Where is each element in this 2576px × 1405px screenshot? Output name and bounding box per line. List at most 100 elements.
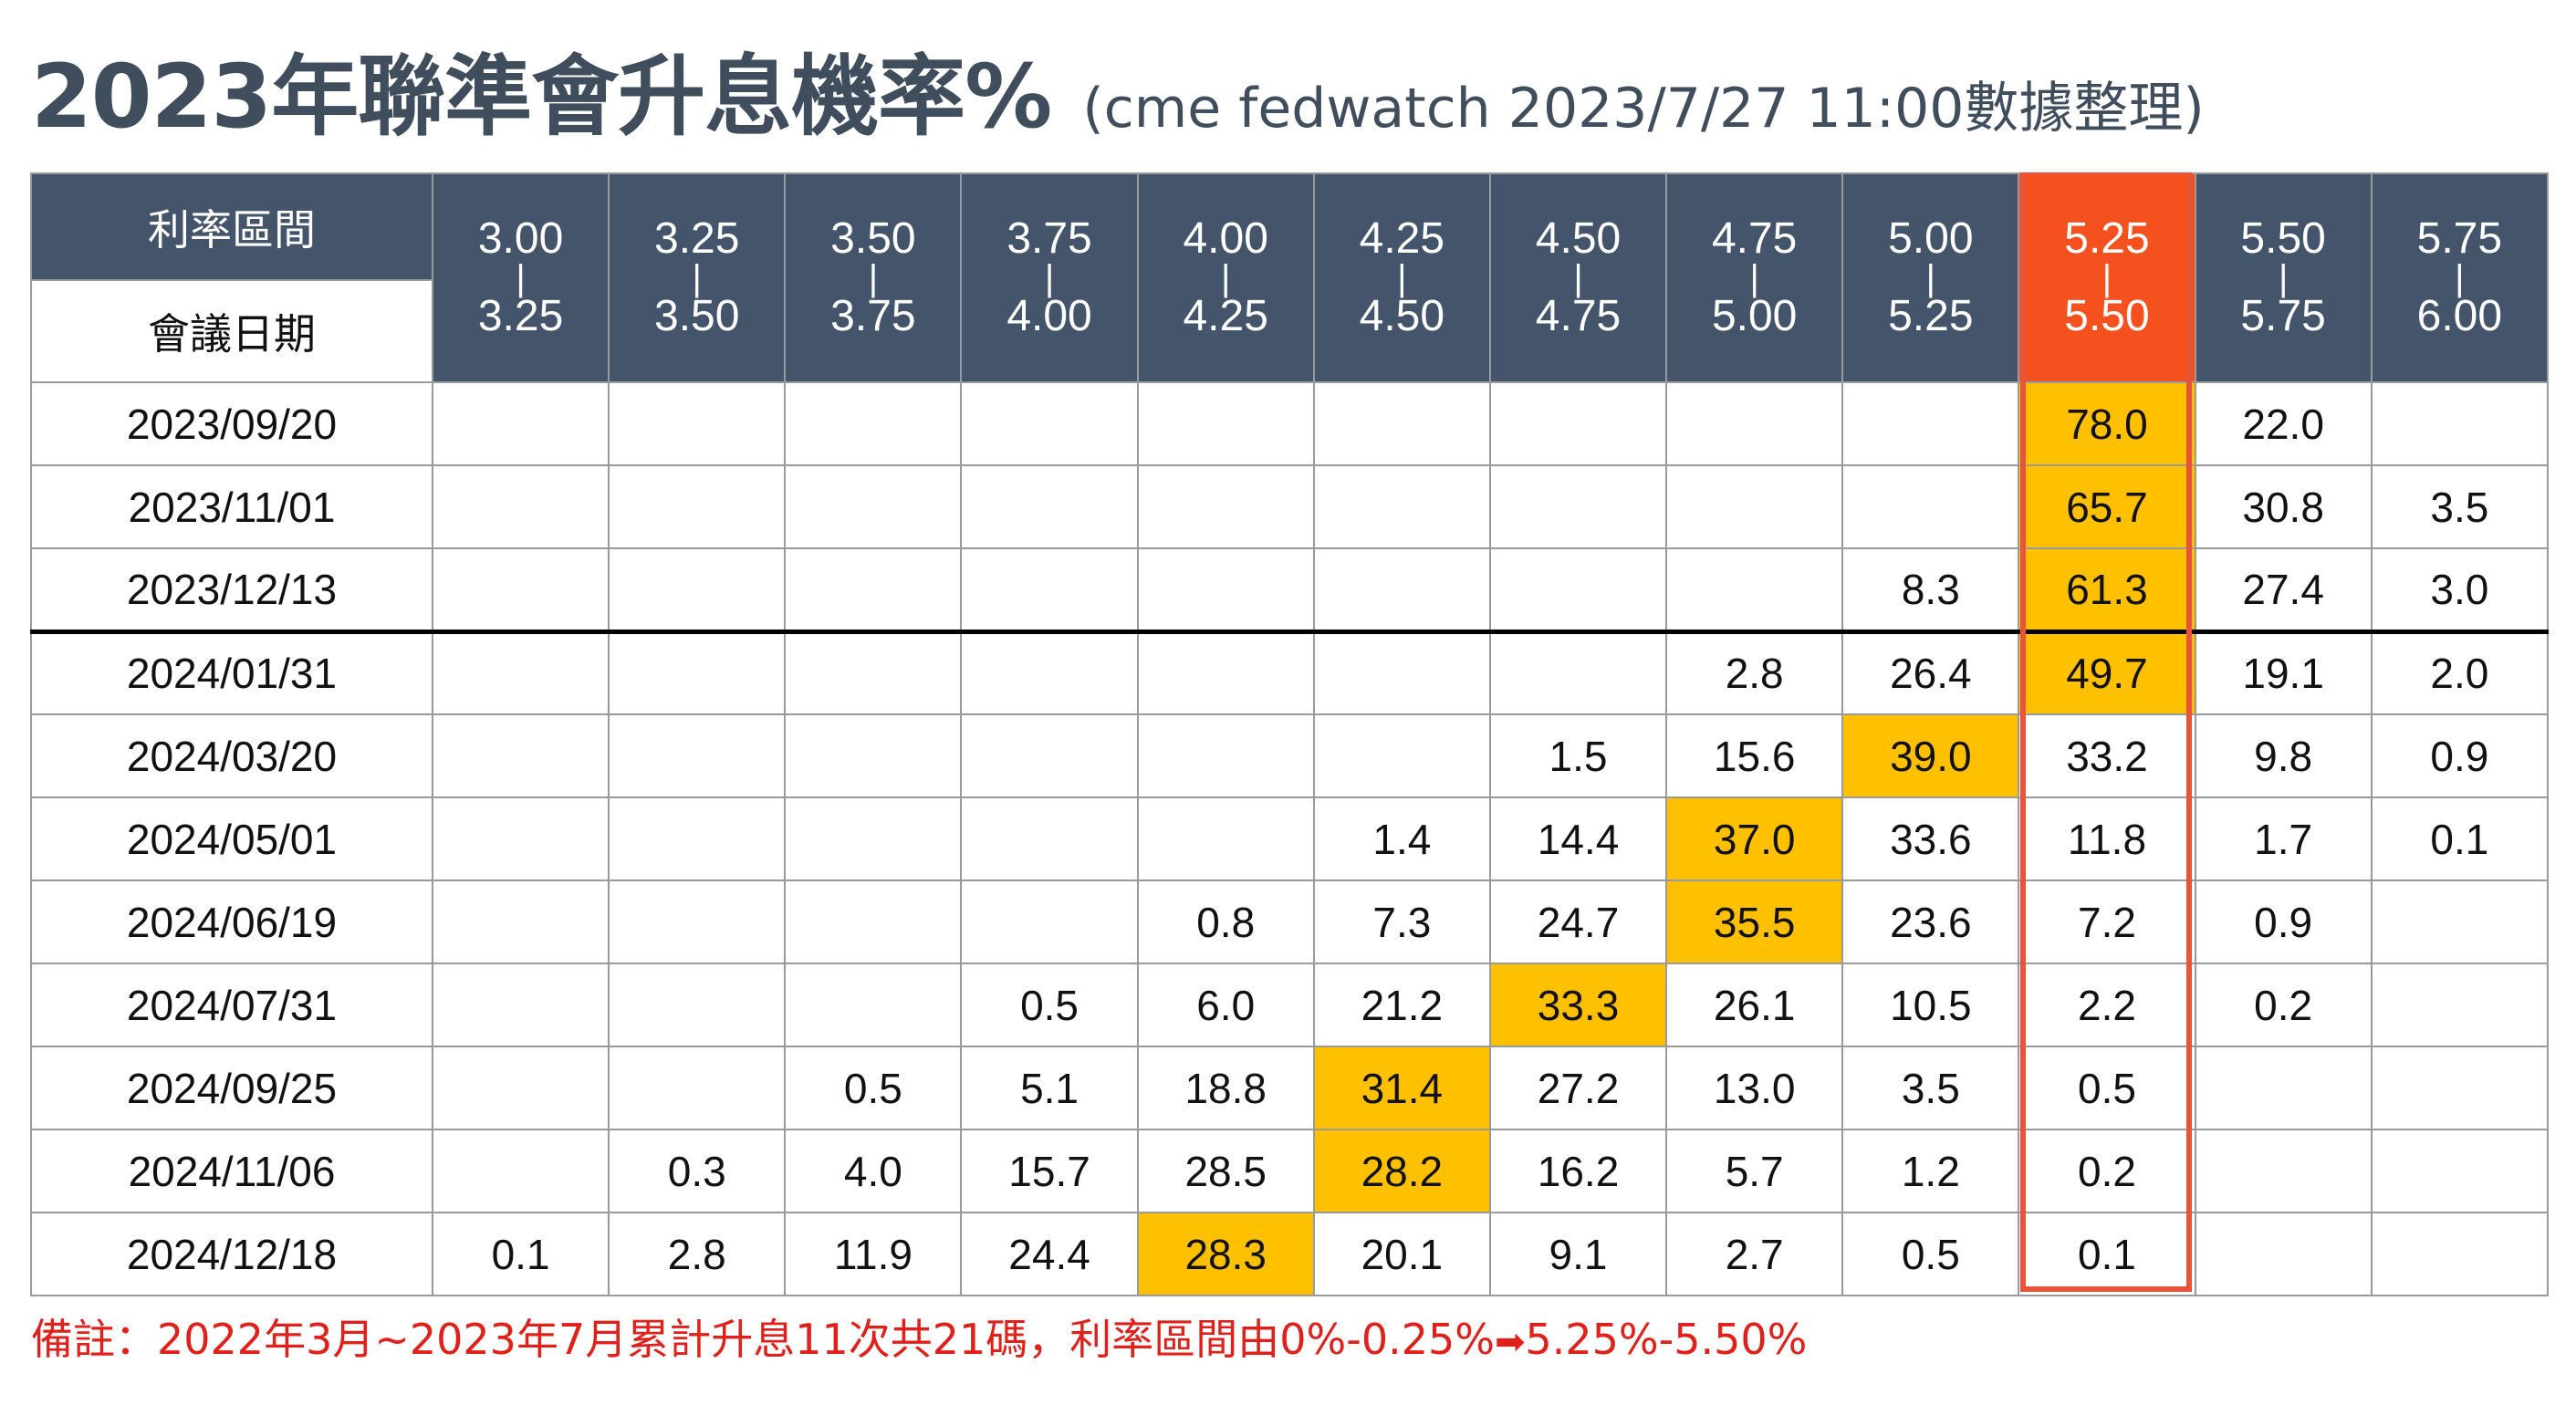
probability-cell (608, 381, 787, 466)
probability-cell-highlighted: 65.7 (2018, 464, 2196, 549)
probability-cell: 0.8 (1136, 879, 1315, 964)
probability-cell: 0.5 (784, 1046, 963, 1130)
probability-cell (2194, 1212, 2373, 1296)
probability-cell: 2.8 (608, 1212, 787, 1296)
probability-cell: 2.7 (1665, 1212, 1844, 1296)
probability-cell (431, 713, 610, 798)
range-header: 4.50 | 4.75 (1488, 172, 1668, 383)
probability-cell: 0.1 (2370, 796, 2550, 881)
probability-cell-highlighted: 61.3 (2018, 547, 2196, 634)
probability-cell-highlighted: 33.3 (1488, 963, 1668, 1047)
current-range-header: 5.25 | 5.50 (2018, 172, 2196, 383)
probability-cell: 1.2 (1841, 1129, 2020, 1213)
title-subtitle: (cme fedwatch 2023/7/27 11:00數據整理) (1082, 77, 2205, 140)
table-row: 2024/05/01 1.4 14.4 37.0 33.6 11.8 1.7 0.1 (30, 796, 2550, 881)
meeting-date-cell: 2024/06/19 (30, 879, 433, 964)
probability-cell-highlighted: 49.7 (2018, 630, 2196, 715)
probability-cell-highlighted: 28.2 (1312, 1129, 1491, 1213)
probability-cell: 15.7 (960, 1129, 1139, 1213)
probability-cell (960, 547, 1139, 634)
probability-cell: 11.8 (2018, 796, 2196, 881)
probability-cell (1665, 381, 1844, 466)
probability-cell (1488, 381, 1668, 466)
probability-cell (2370, 1129, 2550, 1213)
probability-cell: 20.1 (1312, 1212, 1491, 1296)
probability-cell: 0.2 (2194, 963, 2373, 1047)
probability-cell (2194, 1129, 2373, 1213)
meeting-date-cell: 2024/07/31 (30, 963, 433, 1047)
probability-cell: 0.5 (1841, 1212, 2020, 1296)
probability-cell (2370, 1212, 2550, 1296)
probability-cell (608, 464, 787, 549)
probability-cell: 16.2 (1488, 1129, 1668, 1213)
meeting-date-label: 會議日期 (30, 279, 433, 383)
table-row: 2024/12/18 0.1 2.8 11.9 24.4 28.3 20.1 9.1 2.7 0.… (30, 1212, 2550, 1296)
probability-cell (431, 796, 610, 881)
probability-cell (1312, 630, 1491, 715)
probability-cell (1312, 464, 1491, 549)
probability-cell-highlighted: 28.3 (1136, 1212, 1315, 1296)
range-header: 5.50 | 5.75 (2194, 172, 2373, 383)
probability-cell: 1.5 (1488, 713, 1668, 798)
probability-cell: 18.8 (1136, 1046, 1315, 1130)
probability-cell: 24.4 (960, 1212, 1139, 1296)
meeting-date-cell: 2023/12/13 (30, 547, 433, 634)
probability-cell (2370, 879, 2550, 964)
probability-cell: 3.0 (2370, 547, 2550, 634)
probability-cell: 30.8 (2194, 464, 2373, 549)
probability-cell-highlighted: 35.5 (1665, 879, 1844, 964)
probability-cell: 0.1 (2018, 1212, 2196, 1296)
probability-cell (608, 713, 787, 798)
footnote: 備註：2022年3月~2023年7月累計升息11次共21碼，利率區間由0%-0.… (31, 1306, 1807, 1367)
meeting-date-cell: 2024/12/18 (30, 1212, 433, 1296)
meeting-date-cell: 2024/09/25 (30, 1046, 433, 1130)
probability-cell: 0.9 (2370, 713, 2550, 798)
rate-range-label: 利率區間 (30, 172, 433, 281)
probability-cell (1841, 381, 2020, 466)
probability-cell (1136, 713, 1315, 798)
probability-cell (431, 464, 610, 549)
probability-cell (960, 464, 1139, 549)
header-row-ranges: 利率區間 3.00 | 3.25 3.25 | 3.50 3.50 | 3.75 3.75 |… (30, 172, 2550, 383)
meeting-date-cell: 2023/09/20 (30, 381, 433, 466)
probability-cell: 14.4 (1488, 796, 1668, 881)
range-header: 5.00 | 5.25 (1841, 172, 2020, 383)
probability-cell: 8.3 (1841, 547, 2020, 634)
range-header: 3.00 | 3.25 (431, 172, 610, 383)
probability-cell: 0.9 (2194, 879, 2373, 964)
probability-cell (608, 796, 787, 881)
probability-cell: 1.7 (2194, 796, 2373, 881)
probability-cell: 2.2 (2018, 963, 2196, 1047)
probability-cell: 19.1 (2194, 630, 2373, 715)
probability-cell: 4.0 (784, 1129, 963, 1213)
probability-cell (1665, 464, 1844, 549)
probability-cell: 5.1 (960, 1046, 1139, 1130)
probability-cell (431, 381, 610, 466)
probability-cell (1312, 713, 1491, 798)
probability-cell (784, 963, 963, 1047)
probability-cell: 13.0 (1665, 1046, 1844, 1130)
table-row: 2024/11/06 0.3 4.0 15.7 28.5 28.2 16.2 5.7 1.2 0.… (30, 1129, 2550, 1213)
probability-cell (431, 879, 610, 964)
probability-cell (431, 547, 610, 634)
probability-cell (608, 963, 787, 1047)
rate-probability-table: 利率區間 3.00 | 3.25 3.25 | 3.50 3.50 | 3.75 3.75 |… (30, 172, 2550, 1296)
table-row: 2024/01/31 2.8 26.4 49.7 19.1 2.0 (30, 630, 2550, 715)
probability-cell (1136, 547, 1315, 634)
range-header: 4.00 | 4.25 (1136, 172, 1315, 383)
meeting-date-cell: 2024/05/01 (30, 796, 433, 881)
page-title: 2023年聯準會升息機率% (cme fedwatch 2023/7/27 11… (31, 26, 2205, 148)
probability-cell (960, 630, 1139, 715)
probability-cell: 28.5 (1136, 1129, 1315, 1213)
probability-cell-highlighted: 39.0 (1841, 713, 2020, 798)
probability-cell: 2.8 (1665, 630, 1844, 715)
probability-cell (1841, 464, 2020, 549)
probability-cell (1488, 630, 1668, 715)
table-row: 2024/07/31 0.5 6.0 21.2 33.3 26.1 10.5 2.2 0.2 (30, 963, 2550, 1047)
range-header: 3.50 | 3.75 (784, 172, 963, 383)
probability-cell (784, 464, 963, 549)
probability-cell (1312, 547, 1491, 634)
probability-cell-highlighted: 37.0 (1665, 796, 1844, 881)
probability-cell (1312, 381, 1491, 466)
range-header: 4.75 | 5.00 (1665, 172, 1844, 383)
